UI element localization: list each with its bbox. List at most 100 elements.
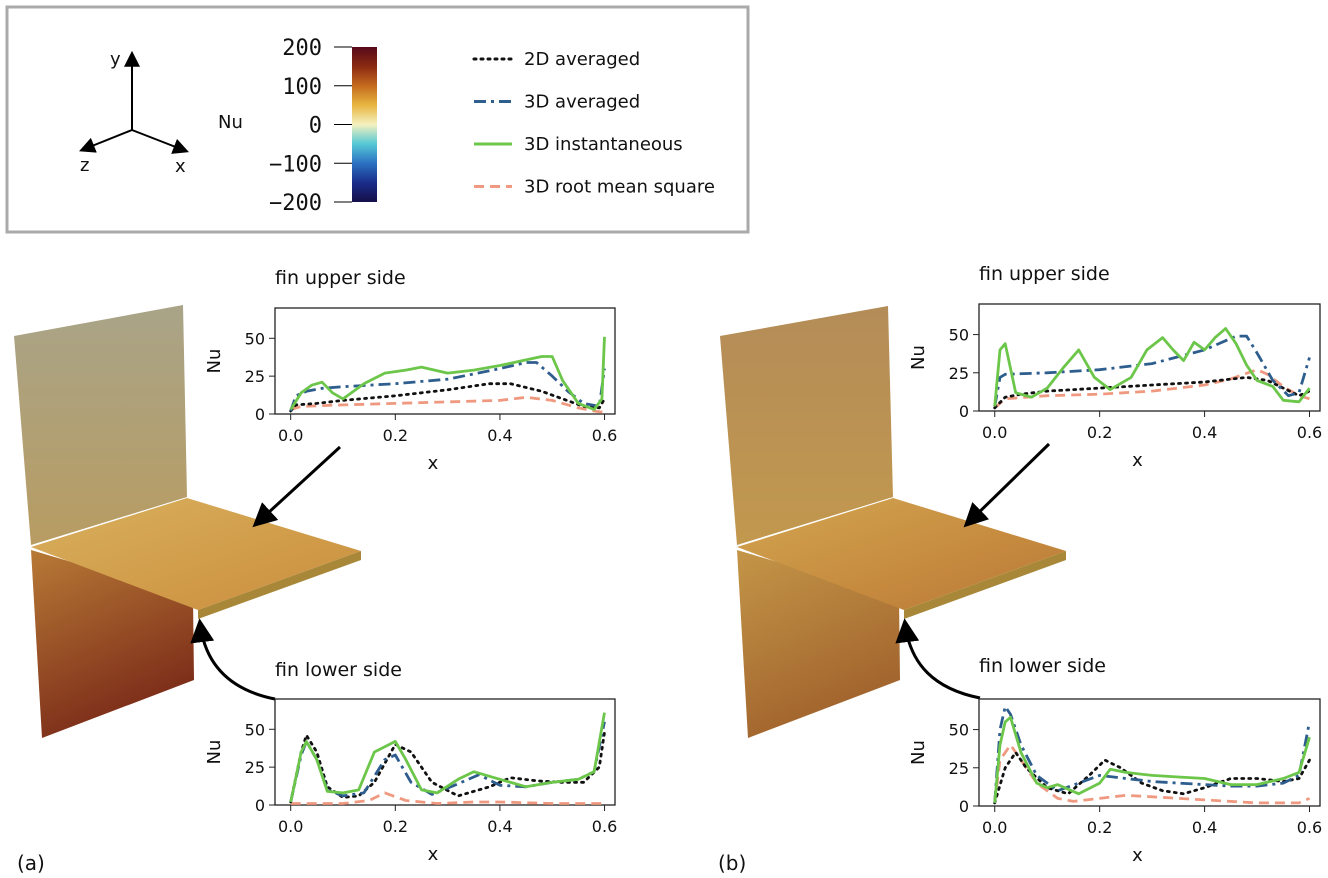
chart-title: fin lower side [275, 659, 402, 681]
x-tick-label: 0.0 [982, 423, 1007, 442]
panel-label-b: (b) [718, 851, 746, 875]
y-tick-label: 0 [959, 402, 969, 421]
y-axis-label: Nu [908, 345, 929, 370]
vertical-plate-bottom-a [31, 550, 194, 738]
arrow-upper-b [963, 442, 1051, 528]
y-axis-label: Nu [204, 349, 225, 374]
x-tick-label: 0.4 [487, 817, 512, 836]
fin-rendering-a [14, 305, 361, 738]
series-line-3d-averaged [289, 361, 606, 412]
series-line-3d-root-mean-square [993, 368, 1310, 409]
chart-4: fin lower side 0.0 0.2 0.4 0.6 0 25 50 x Nu [908, 655, 1322, 866]
colorbar-tick-label: 0 [309, 114, 322, 139]
y-tick-label: 0 [959, 797, 969, 816]
legend-label: 2D averaged [524, 49, 640, 70]
legend-label: 3D root mean square [524, 177, 715, 198]
legend-entry: 3D averaged [474, 92, 640, 113]
legend-entry: 3D instantaneous [474, 134, 683, 155]
series-group [993, 327, 1311, 410]
y-tick-label: 25 [949, 364, 969, 383]
series-line-2d-averaged [993, 751, 1311, 805]
series-line-3d-instantaneous [993, 327, 1311, 407]
panel-label-a: (a) [17, 851, 45, 875]
x-tick-label: 0.6 [592, 426, 617, 445]
coordinate-axes-icon: y z x [79, 49, 189, 177]
colorbar-tick-label: −100 [269, 152, 322, 177]
chart-3: fin upper side 0.0 0.2 0.4 0.6 0 25 50 x Nu [908, 263, 1322, 471]
series-line-3d-root-mean-square [290, 791, 605, 805]
series-line-3d-root-mean-square [993, 743, 1311, 805]
x-tick-label: 0.2 [383, 426, 408, 445]
y-axis-label: Nu [908, 740, 929, 765]
vertical-plate-top-b [720, 306, 893, 545]
colorbar-label: Nu [218, 112, 243, 133]
x-tick-label: 0.0 [278, 426, 303, 445]
colorbar-gradient [352, 47, 377, 202]
axis-y-label: y [110, 49, 121, 70]
y-axis-label: Nu [204, 740, 225, 765]
colorbar-ticks: 200 100 0 −100 −200 [269, 36, 352, 216]
legend-label: 3D instantaneous [524, 134, 683, 155]
series-legend: 2D averaged 3D averaged 3D instantaneous 3D… [472, 49, 715, 198]
axis-z-label: z [80, 155, 89, 176]
x-axis-label: x [428, 844, 439, 865]
x-axis-label: x [428, 453, 439, 474]
y-tick-label: 0 [255, 796, 265, 815]
series-line-3d-averaged [993, 705, 1311, 804]
chart-2: fin lower side 0.0 0.2 0.4 0.6 0 25 50 x Nu [204, 659, 617, 865]
x-tick-label: 0.2 [1087, 818, 1112, 837]
x-axis-label: x [1132, 845, 1143, 866]
chart-title: fin lower side [979, 655, 1106, 677]
colorbar-tick-label: 200 [282, 36, 322, 61]
arrow-lower-b [895, 618, 981, 700]
arrow-lower-a [190, 618, 276, 701]
y-tick-label: 0 [255, 405, 265, 424]
x-tick-label: 0.0 [278, 817, 303, 836]
series-line-3d-instantaneous [289, 712, 606, 803]
arrow-upper-a [252, 445, 342, 528]
x-tick-label: 0.6 [1297, 818, 1322, 837]
series-line-3d-root-mean-square [290, 395, 605, 414]
x-tick-label: 0.2 [383, 817, 408, 836]
y-tick-label: 50 [949, 721, 969, 740]
plot-frame [978, 698, 1321, 807]
axis-x-label: x [175, 156, 186, 177]
chart-title: fin upper side [979, 263, 1110, 285]
chart-1: fin upper side 0.0 0.2 0.4 0.6 0 25 50 x Nu [204, 267, 617, 474]
vertical-plate-bottom-b [737, 550, 900, 738]
x-tick-label: 0.4 [487, 426, 512, 445]
y-tick-label: 25 [245, 367, 265, 386]
series-group [289, 336, 606, 414]
legend-entry: 2D averaged [472, 49, 640, 70]
series-line-3d-instantaneous [289, 336, 606, 411]
y-tick-label: 25 [245, 758, 265, 777]
colorbar-tick-label: 100 [282, 75, 322, 100]
pointer-arrows [190, 442, 1051, 701]
plot-frame [274, 307, 616, 415]
y-tick-label: 50 [245, 329, 265, 348]
vertical-plate-top-a [14, 305, 187, 545]
series-group [993, 705, 1311, 805]
fin-edge-a [198, 551, 361, 619]
plot-frame [978, 303, 1321, 412]
x-tick-label: 0.4 [1192, 423, 1217, 442]
y-tick-label: 25 [949, 759, 969, 778]
colorbar-tick-label: −200 [269, 191, 322, 216]
x-tick-label: 0.4 [1192, 818, 1217, 837]
fin-surface-a [31, 498, 361, 610]
chart-title: fin upper side [275, 267, 406, 289]
series-group [289, 712, 606, 805]
series-line-3d-instantaneous [993, 715, 1311, 804]
x-tick-label: 0.6 [1297, 423, 1322, 442]
x-tick-label: 0.2 [1087, 423, 1112, 442]
colorbar: Nu 200 100 0 −100 −200 [218, 36, 377, 216]
y-tick-label: 50 [245, 720, 265, 739]
x-tick-label: 0.0 [982, 818, 1007, 837]
legend-box: y z x Nu 200 100 0 −100 −200 2D averaged 3D a… [5, 5, 750, 234]
legend-label: 3D averaged [524, 92, 640, 113]
fin-edge-b [904, 551, 1066, 619]
x-axis-label: x [1132, 450, 1143, 471]
legend-entry: 3D root mean square [474, 177, 715, 198]
